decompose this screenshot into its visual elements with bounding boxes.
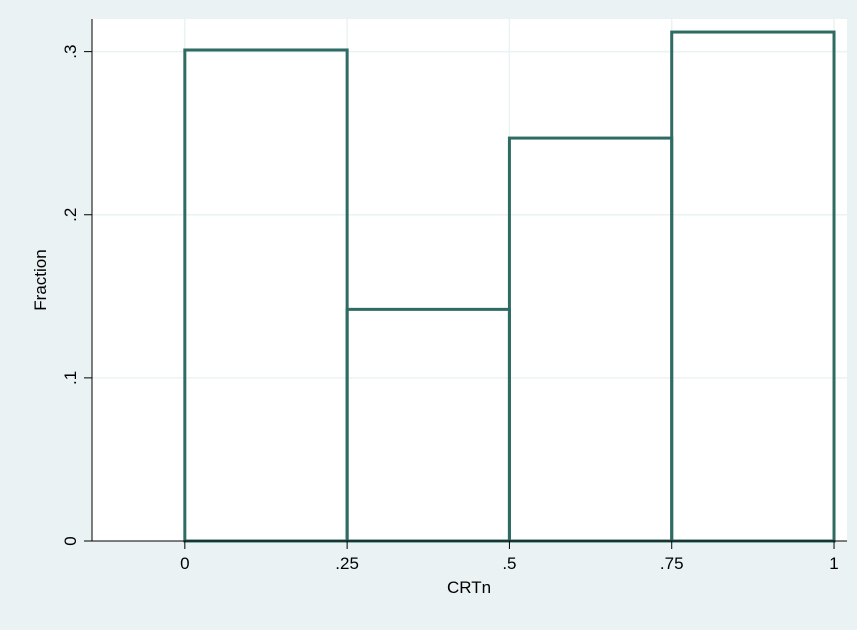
- y-tick-label: .1: [61, 371, 80, 385]
- y-axis-title: Fraction: [31, 249, 50, 310]
- x-tick-label: .5: [502, 554, 516, 573]
- x-tick-label: .25: [335, 554, 359, 573]
- y-axis-ticks: 0 .1 .2 .3: [61, 45, 92, 546]
- y-tick-label: .3: [61, 45, 80, 59]
- x-tick-label: 1: [829, 554, 838, 573]
- x-axis-ticks: 0 .25 .5 .75 1: [180, 541, 839, 573]
- plot-area: [92, 19, 847, 541]
- x-tick-label: 0: [180, 554, 189, 573]
- x-axis-title: CRTn: [447, 578, 491, 597]
- y-tick-label: .2: [61, 208, 80, 222]
- y-tick-label: 0: [61, 536, 80, 545]
- x-tick-label: .75: [660, 554, 684, 573]
